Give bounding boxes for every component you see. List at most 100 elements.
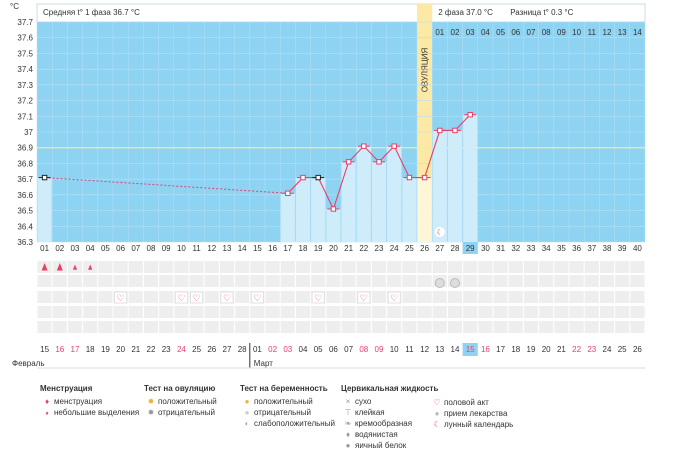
- heart-badge: [114, 291, 128, 304]
- date-label: 26: [207, 345, 216, 354]
- day-label: 24: [390, 244, 399, 253]
- day-label: 33: [527, 244, 536, 253]
- symbol-cell: [159, 321, 174, 333]
- temp-point: [452, 127, 458, 134]
- heart-icon: ♡: [117, 293, 125, 303]
- symbol-cell: [128, 291, 143, 303]
- symbol-cell: [387, 321, 402, 333]
- symbol-cell: [174, 261, 189, 273]
- temp-bar: [371, 161, 387, 242]
- day-label: 29: [466, 244, 475, 253]
- watery-icon: ♦: [345, 430, 351, 439]
- symbol-cell: [113, 275, 128, 287]
- legend-cervical: Цервикальная жидкость × сухо ⊤ клейкая ❧ кр…: [341, 384, 438, 451]
- temp-point: [285, 190, 291, 196]
- y-tick-label: 37.1: [17, 112, 33, 121]
- symbol-cell: [128, 321, 143, 333]
- symbol-cell: [219, 275, 235, 287]
- symbol-cell: [371, 306, 387, 318]
- symbol-cell: [523, 275, 539, 287]
- legend-label: прием лекарства: [444, 409, 508, 418]
- date-label: 05: [314, 345, 323, 354]
- symbol-cell: [402, 261, 417, 273]
- temp-point: [376, 159, 382, 165]
- symbol-cell: [83, 321, 98, 333]
- symbol-cell: [478, 291, 493, 303]
- heart-icon: ♡: [193, 293, 201, 303]
- symbol-cell: [387, 306, 402, 318]
- symbol-cell: [387, 261, 402, 273]
- legend-label: водянистая: [355, 430, 398, 439]
- date-label: 24: [177, 345, 186, 354]
- legend-row: ● положительный: [240, 396, 335, 407]
- heart-icon: ♡: [360, 293, 368, 303]
- symbol-cell: [569, 321, 584, 333]
- symbol-cell: [280, 291, 295, 303]
- day-label: 25: [405, 244, 414, 253]
- symbol-cell: [326, 291, 341, 303]
- symbol-cell: [159, 275, 174, 287]
- y-tick-label: 37.6: [17, 34, 33, 43]
- date-label: 23: [587, 345, 596, 354]
- symbol-cell: [569, 291, 584, 303]
- current-day-highlight: [462, 242, 478, 254]
- top-day-label: 08: [542, 28, 551, 37]
- symbol-cell: [371, 275, 387, 287]
- symbol-cell: [67, 291, 83, 303]
- symbol-cell: [204, 321, 219, 333]
- heart-icon: ♡: [390, 293, 398, 303]
- day-label: 26: [420, 244, 429, 253]
- drop-light-icon: ♦: [45, 411, 49, 417]
- date-label: 19: [101, 345, 110, 354]
- legend-title: Тест на беременность: [240, 384, 328, 393]
- symbol-cell: [143, 261, 159, 273]
- date-label: 22: [572, 345, 581, 354]
- legend-label: отрицательный: [158, 408, 215, 417]
- date-label: 19: [527, 345, 536, 354]
- symbol-cell: [523, 291, 539, 303]
- legend-title: Цервикальная жидкость: [341, 384, 439, 393]
- symbol-cell: [98, 291, 113, 303]
- symbol-cell: [463, 275, 478, 287]
- pill-icon: [434, 278, 445, 288]
- symbol-cell: [569, 306, 584, 318]
- temp-bar: [463, 114, 478, 242]
- symbol-cell: [599, 306, 615, 318]
- symbol-cell: [83, 275, 98, 287]
- date-label: 09: [375, 345, 384, 354]
- symbol-cell: [250, 306, 265, 318]
- symbol-cell: [539, 275, 554, 287]
- y-tick-label: 36.5: [17, 207, 33, 216]
- symbol-cell: [189, 275, 204, 287]
- y-tick-label: 37.4: [17, 65, 33, 74]
- symbol-cell: [630, 306, 645, 318]
- legend-ovulation-test: Тест на овуляцию ✹ положительный ✹ отрицат…: [144, 384, 217, 418]
- moon-icon: ☾: [433, 420, 441, 429]
- date-label: 25: [192, 345, 201, 354]
- temp-point: [315, 174, 321, 181]
- symbol-cell: [113, 261, 128, 273]
- top-day-label: 03: [466, 28, 475, 37]
- symbol-cell: [98, 261, 113, 273]
- day-label: 08: [147, 244, 156, 253]
- temp-bar: [295, 177, 311, 242]
- temp-bar: [402, 177, 417, 242]
- symbol-cell: [52, 291, 67, 303]
- symbol-cell: [615, 291, 630, 303]
- date-label: 15: [40, 345, 49, 354]
- symbol-cell: [493, 321, 508, 333]
- symbol-cell: [402, 321, 417, 333]
- top-day-label: 05: [496, 28, 505, 37]
- temp-bar: [311, 177, 326, 242]
- legend-row: ● отрицательный: [240, 407, 335, 418]
- sun-positive-icon: ✹: [147, 397, 155, 406]
- legend-label: кремообразная: [355, 419, 413, 428]
- temp-bar: [417, 177, 432, 242]
- symbol-cell: [174, 306, 189, 318]
- symbol-cell: [539, 261, 554, 273]
- day-label: 09: [162, 244, 171, 253]
- legend-label: слабоположительный: [254, 419, 335, 428]
- symbol-cell: [295, 291, 311, 303]
